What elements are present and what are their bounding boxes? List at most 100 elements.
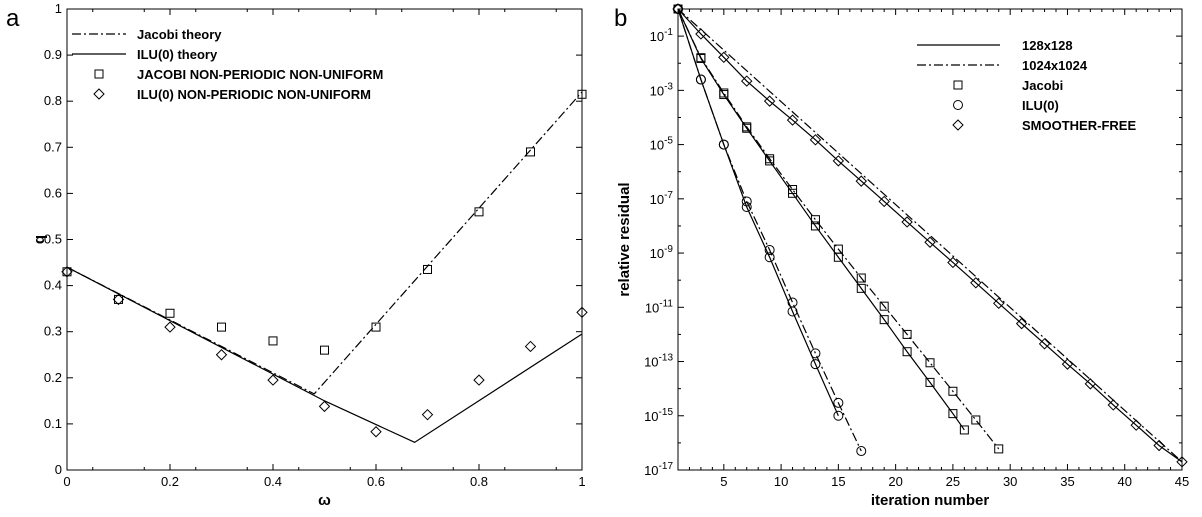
y-tick-label: 0.8 (44, 93, 62, 108)
legend-label: SMOOTHER-FREE (1022, 118, 1136, 133)
y-tick-label: 10-5 (650, 136, 674, 153)
data-point (672, 3, 684, 15)
data-point (809, 134, 822, 146)
data-point (833, 244, 843, 254)
data-point (947, 256, 959, 269)
y-tick-label: 0.3 (44, 324, 62, 339)
data-point (765, 154, 775, 164)
x-axis-label: ω (318, 492, 331, 509)
series-line (677, 8, 862, 452)
data-point (423, 264, 432, 274)
y-tick-base: 10 (650, 83, 664, 98)
y-tick-label: 0.1 (44, 416, 62, 431)
legend-marker (953, 80, 963, 90)
data-point (856, 273, 866, 283)
series-line (677, 8, 839, 417)
y-tick-label: 0.2 (44, 370, 62, 385)
data-point (902, 329, 912, 339)
data-point (164, 321, 176, 333)
data-point (856, 446, 867, 457)
data-point (719, 88, 729, 98)
x-tick-label: 30 (1003, 474, 1017, 489)
y-tick-label: 10-7 (650, 190, 674, 207)
series-line (66, 266, 583, 444)
series (672, 3, 1188, 468)
y-tick-label: 0 (55, 462, 62, 477)
ticks: 0 0.2 0.4 0.6 0.8 1 0 0.1 0.2 0.3 0.4 0.5 0.6 0.7 0.8 0… (44, 1, 586, 489)
data-point (764, 252, 775, 263)
series-line (677, 8, 965, 431)
data-point (948, 409, 958, 419)
legend-marker (952, 119, 964, 131)
y-axis-label: relative residual (616, 182, 633, 296)
data-point (61, 266, 73, 278)
legend-label: ILU(0) theory (137, 47, 218, 62)
x-tick-label: 40 (1117, 474, 1131, 489)
data-point (371, 322, 381, 332)
data-point (1107, 399, 1119, 411)
data-point (524, 340, 537, 353)
legend-label: ILU(0) NON-PERIODIC NON-UNIFORM (137, 87, 371, 102)
data-point (576, 306, 588, 319)
panel-label: b (614, 5, 627, 32)
data-point (318, 400, 331, 413)
x-tick-label: 35 (1060, 474, 1074, 489)
y-tick-label: 1 (55, 1, 62, 16)
data-point (320, 345, 329, 355)
data-point (787, 297, 798, 308)
y-tick-base: 10 (644, 409, 658, 424)
data-point (473, 374, 485, 386)
y-tick-exponent: -9 (664, 244, 673, 255)
y-axis-label: q (31, 235, 48, 244)
x-tick-label: 15 (831, 474, 845, 489)
data-point (215, 349, 228, 361)
panel-b: 5 10 15 20 25 30 35 40 4510-110-310-510-710-910-… (614, 3, 1189, 509)
x-tick-label: 0.6 (367, 474, 385, 489)
y-tick-exponent: -3 (664, 81, 673, 92)
data-point (810, 221, 820, 231)
y-tick-base: 10 (650, 29, 664, 44)
y-tick-base: 10 (650, 138, 664, 153)
y-tick-label: 10-17 (644, 461, 673, 478)
data-point (267, 374, 279, 386)
y-tick-label: 10-11 (645, 298, 674, 315)
data-point (165, 308, 175, 318)
data-point (786, 114, 799, 126)
data-point (788, 185, 798, 195)
legend-label: 1024x1024 (1022, 58, 1088, 73)
y-tick-exponent: -15 (659, 407, 674, 418)
data-point (696, 53, 706, 63)
data-point (577, 89, 587, 99)
legend-marker (953, 100, 963, 110)
panel-label: a (6, 5, 20, 32)
data-point (114, 294, 123, 304)
data-point (268, 336, 278, 346)
data-point (741, 196, 752, 207)
data-point (217, 322, 226, 332)
data-point (718, 51, 730, 64)
data-point (959, 425, 969, 435)
y-tick-base: 10 (644, 355, 658, 370)
data-point (741, 75, 753, 87)
series (61, 89, 588, 444)
series-line (677, 8, 1183, 463)
data-point (993, 297, 1005, 310)
data-point (1176, 456, 1188, 468)
data-point (879, 301, 889, 311)
x-tick-label: 45 (1175, 474, 1189, 489)
y-tick-label: 10-1 (650, 27, 674, 44)
y-tick-base: 10 (645, 300, 659, 315)
legend-marker (93, 88, 105, 100)
data-point (994, 444, 1004, 454)
legend-label: 128x128 (1022, 38, 1073, 53)
data-point (810, 348, 821, 359)
data-point (879, 315, 889, 325)
y-tick-base: 10 (650, 192, 664, 207)
data-point (878, 195, 890, 208)
data-point (112, 293, 125, 306)
data-point (970, 277, 982, 289)
x-tick-label: 0.8 (470, 474, 488, 489)
y-tick-label: 10-9 (650, 244, 674, 261)
legend: Jacobi theory ILU(0) theory JACOBI NON-PER… (72, 27, 383, 102)
data-point (763, 95, 776, 107)
